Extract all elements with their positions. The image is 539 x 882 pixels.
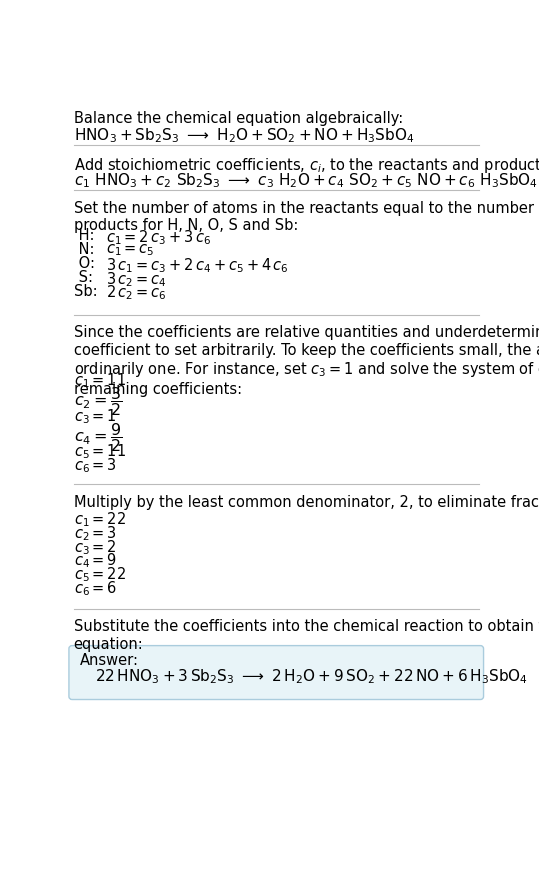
Text: $c_5 = 11$: $c_5 = 11$ bbox=[74, 443, 126, 461]
Text: H:: H: bbox=[74, 228, 94, 243]
Text: Answer:: Answer: bbox=[80, 654, 139, 669]
Text: Add stoichiometric coefficients, $c_i$, to the reactants and products:: Add stoichiometric coefficients, $c_i$, … bbox=[74, 156, 539, 175]
Text: Balance the chemical equation algebraically:: Balance the chemical equation algebraica… bbox=[74, 111, 403, 126]
Text: $c_1 = 11$: $c_1 = 11$ bbox=[74, 371, 126, 390]
Text: Since the coefficients are relative quantities and underdetermined, choose a
coe: Since the coefficients are relative quan… bbox=[74, 325, 539, 397]
Text: Set the number of atoms in the reactants equal to the number of atoms in the
pro: Set the number of atoms in the reactants… bbox=[74, 200, 539, 233]
FancyBboxPatch shape bbox=[69, 646, 483, 699]
Text: $c_1 = 2\,c_3 + 3\,c_6$: $c_1 = 2\,c_3 + 3\,c_6$ bbox=[106, 228, 211, 247]
Text: N:: N: bbox=[74, 243, 94, 258]
Text: $2\,c_2 = c_6$: $2\,c_2 = c_6$ bbox=[106, 284, 167, 303]
Text: $c_4 = \dfrac{9}{2}$: $c_4 = \dfrac{9}{2}$ bbox=[74, 421, 122, 453]
Text: $\mathrm{HNO_3} + \mathrm{Sb_2S_3}\ \longrightarrow\ \mathrm{H_2O} + \mathrm{SO_: $\mathrm{HNO_3} + \mathrm{Sb_2S_3}\ \lon… bbox=[74, 127, 414, 146]
Text: $c_3 = 2$: $c_3 = 2$ bbox=[74, 538, 116, 557]
Text: $c_5 = 22$: $c_5 = 22$ bbox=[74, 565, 126, 584]
Text: Substitute the coefficients into the chemical reaction to obtain the balanced
eq: Substitute the coefficients into the che… bbox=[74, 619, 539, 652]
Text: S:: S: bbox=[74, 270, 93, 285]
Text: $c_4 = 9$: $c_4 = 9$ bbox=[74, 551, 117, 571]
Text: $c_6 = 6$: $c_6 = 6$ bbox=[74, 579, 117, 598]
Text: $3\,c_2 = c_4$: $3\,c_2 = c_4$ bbox=[106, 270, 167, 288]
Text: $3\,c_1 = c_3 + 2\,c_4 + c_5 + 4\,c_6$: $3\,c_1 = c_3 + 2\,c_4 + c_5 + 4\,c_6$ bbox=[106, 256, 289, 274]
Text: $c_2 = \dfrac{3}{2}$: $c_2 = \dfrac{3}{2}$ bbox=[74, 385, 122, 418]
Text: O:: O: bbox=[74, 256, 94, 271]
Text: $c_2 = 3$: $c_2 = 3$ bbox=[74, 524, 116, 542]
Text: $c_1 = c_5$: $c_1 = c_5$ bbox=[106, 243, 155, 258]
Text: $c_6 = 3$: $c_6 = 3$ bbox=[74, 456, 116, 475]
Text: $22\,\mathrm{HNO_3} + 3\,\mathrm{Sb_2S_3}\ \longrightarrow\ 2\,\mathrm{H_2O} + 9: $22\,\mathrm{HNO_3} + 3\,\mathrm{Sb_2S_3… bbox=[95, 667, 528, 686]
Text: $c_3 = 1$: $c_3 = 1$ bbox=[74, 407, 116, 426]
Text: Multiply by the least common denominator, 2, to eliminate fractional coefficient: Multiply by the least common denominator… bbox=[74, 495, 539, 510]
Text: $c_1 = 22$: $c_1 = 22$ bbox=[74, 510, 126, 529]
Text: $c_1\ \mathrm{HNO_3} + c_2\ \mathrm{Sb_2S_3}\ \longrightarrow\ c_3\ \mathrm{H_2O: $c_1\ \mathrm{HNO_3} + c_2\ \mathrm{Sb_2… bbox=[74, 171, 537, 190]
Text: Sb:: Sb: bbox=[74, 284, 97, 299]
